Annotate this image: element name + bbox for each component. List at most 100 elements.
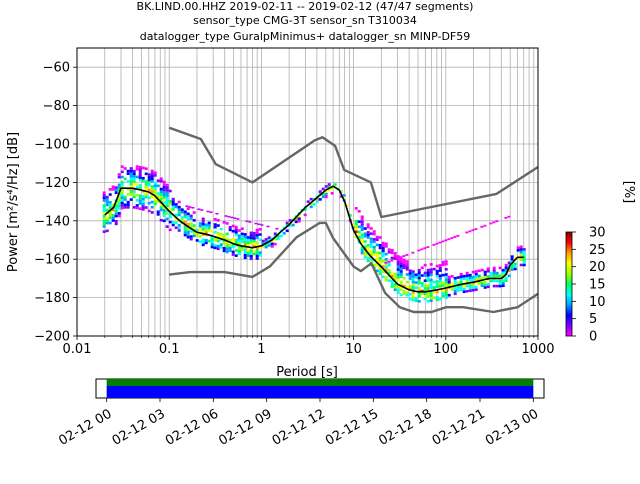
density-cell (477, 274, 481, 278)
density-cell (165, 204, 169, 208)
y-tick-label: −200 (34, 330, 70, 345)
density-cell (399, 293, 403, 297)
density-cell (230, 216, 234, 219)
x-tick-label: 1 (257, 342, 265, 357)
density-cell (471, 286, 475, 289)
density-cell (462, 274, 466, 278)
density-cell (423, 287, 427, 290)
density-cell (405, 280, 409, 284)
density-cell (156, 179, 160, 182)
density-cell (255, 254, 259, 258)
density-cell (333, 183, 337, 186)
density-cell (177, 224, 181, 227)
density-cell (165, 186, 169, 190)
density-cell (117, 204, 121, 207)
density-cell (423, 279, 427, 283)
density-cell (465, 276, 469, 280)
density-cell (264, 245, 268, 249)
density-cell (255, 236, 259, 240)
density-cell (138, 171, 142, 174)
density-cell (288, 224, 292, 227)
density-cell (483, 281, 487, 284)
density-cell (159, 205, 163, 209)
density-cell (153, 187, 157, 190)
density-cell (252, 234, 256, 238)
density-cell (243, 243, 247, 247)
density-cell (132, 180, 136, 183)
density-cell (423, 294, 427, 298)
density-cell (150, 172, 154, 175)
density-cell (249, 241, 253, 245)
density-cell (510, 255, 514, 258)
density-cell (411, 298, 415, 302)
density-cell (237, 229, 241, 232)
density-cell (510, 268, 514, 271)
density-cell (231, 229, 235, 233)
density-cell (465, 231, 469, 234)
density-cell (234, 241, 238, 244)
density-cell (357, 233, 361, 236)
density-cell (267, 244, 271, 247)
density-cell (213, 223, 217, 226)
density-cell (102, 225, 106, 228)
density-cell (375, 259, 379, 262)
density-cell (441, 294, 445, 298)
density-cell (435, 295, 439, 299)
coverage-tick-label: 02-13 00 (483, 407, 541, 449)
density-cell (153, 171, 157, 175)
density-cell (378, 256, 382, 260)
density-cell (162, 196, 166, 199)
density-cell (438, 274, 442, 278)
density-cells (102, 165, 526, 303)
density-cell (417, 289, 421, 293)
density-cell (150, 185, 154, 188)
density-cell (162, 211, 166, 215)
density-cell (504, 276, 508, 280)
density-cell (195, 233, 199, 237)
density-cell (120, 199, 124, 202)
ppsd-plot: 0.01 0.1 1 10 100 1000 −60 −80 −100 −120 −140 −160… (34, 47, 555, 357)
density-cell (240, 245, 244, 249)
density-cell (201, 243, 205, 247)
density-cell (243, 253, 247, 257)
density-cell (192, 226, 196, 230)
density-cell (435, 290, 439, 294)
density-cell (441, 281, 445, 285)
density-cell (429, 294, 433, 297)
density-cell (236, 218, 240, 220)
density-cell (372, 263, 376, 267)
density-cell (369, 240, 373, 243)
colorbar-label: [%] (621, 181, 636, 204)
density-cell (123, 198, 127, 201)
density-cell (120, 188, 124, 192)
density-cell (402, 258, 406, 262)
density-cell (189, 224, 193, 228)
density-cell (225, 222, 229, 225)
density-cell (516, 248, 520, 252)
density-cell (249, 236, 253, 240)
density-cell (363, 227, 367, 230)
density-cell (354, 207, 358, 210)
density-cell (240, 232, 244, 236)
density-cell (186, 230, 190, 234)
density-cell (248, 221, 252, 223)
density-cell (492, 274, 496, 278)
density-cell (498, 282, 502, 285)
density-cell (255, 249, 259, 253)
density-cell (117, 212, 121, 215)
density-cell (135, 198, 139, 202)
density-cell (402, 261, 406, 264)
density-cell (369, 237, 373, 241)
density-cell (156, 192, 160, 195)
density-cell (456, 234, 460, 237)
density-cell (327, 188, 331, 191)
density-cell (233, 217, 237, 220)
density-cell (192, 219, 196, 222)
density-cell (360, 251, 364, 255)
density-cell (108, 213, 112, 217)
density-cell (354, 225, 358, 228)
density-cell (324, 190, 328, 193)
density-cell (255, 241, 259, 245)
density-cell (201, 217, 205, 221)
density-cell (153, 200, 157, 203)
